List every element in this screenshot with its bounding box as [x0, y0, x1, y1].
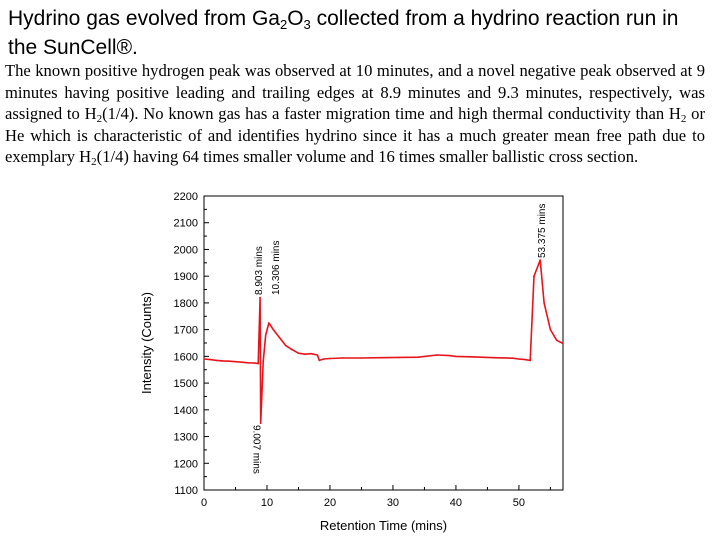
- body-subscript-1: 2: [96, 113, 103, 125]
- y-tick-label: 1800: [174, 298, 198, 310]
- data-point: [268, 322, 270, 324]
- data-point: [529, 359, 531, 362]
- data-point: [329, 357, 331, 360]
- x-tick-label: 10: [261, 497, 273, 509]
- data-point: [318, 359, 321, 362]
- y-axis-label: Intensity (Counts): [139, 292, 154, 394]
- chart-annotations: 8.903 mins 10.306 mins 9.007 mins 53.375 mi…: [251, 204, 548, 474]
- body-text-3: or He which is characteristic of and ide…: [5, 104, 705, 166]
- data-point: [247, 362, 249, 364]
- data-point: [539, 259, 541, 261]
- chart-plot-area: [203, 259, 564, 425]
- data-point: [259, 422, 262, 425]
- data-point: [234, 360, 237, 363]
- data-point: [228, 360, 230, 363]
- y-tick-label: 1600: [174, 351, 198, 363]
- data-point: [511, 357, 514, 360]
- y-tick-label: 1400: [174, 405, 198, 417]
- data-point: [518, 358, 520, 360]
- data-point: [322, 358, 325, 360]
- data-point: [262, 360, 265, 363]
- data-point: [285, 344, 287, 347]
- data-point: [533, 275, 535, 278]
- peak-label: 8.903 mins: [254, 246, 265, 295]
- data-point: [272, 328, 275, 331]
- data-point: [253, 362, 256, 364]
- data-point: [241, 361, 243, 364]
- data-point: [259, 296, 261, 299]
- x-tick-label: 30: [387, 497, 399, 509]
- title-text-2: O: [287, 7, 304, 30]
- x-tick-label: 0: [201, 497, 207, 509]
- data-point: [222, 360, 224, 362]
- data-point: [209, 358, 212, 361]
- title-text-1: Hydrino gas evolved from Ga: [8, 7, 280, 30]
- data-point: [492, 356, 495, 359]
- data-point: [524, 358, 526, 361]
- data-point: [455, 355, 457, 358]
- slide-title: Hydrino gas evolved from Ga2O3 collected…: [8, 4, 713, 62]
- y-tick-label: 2000: [174, 244, 198, 256]
- x-tick-label: 40: [450, 497, 462, 509]
- peak-label: 9.007 mins: [251, 425, 262, 474]
- data-point: [549, 328, 552, 331]
- data-point: [291, 348, 294, 351]
- title-subscript-2: 2: [279, 17, 288, 32]
- data-point: [398, 356, 401, 359]
- body-text-1: The known positive hydrogen peak was obs…: [5, 61, 705, 123]
- series-line: [203, 259, 564, 425]
- data-point: [310, 352, 312, 355]
- data-point: [264, 334, 267, 336]
- body-text-2: (1/4). No known gas has a faster migrati…: [102, 104, 681, 123]
- x-tick-label: 50: [513, 497, 525, 509]
- data-point: [555, 339, 558, 342]
- data-point: [297, 352, 300, 355]
- y-tick-label: 1500: [174, 378, 198, 390]
- data-point: [379, 356, 382, 359]
- title-subscript-3: 3: [303, 17, 311, 32]
- y-tick-label: 1700: [174, 325, 198, 337]
- data-point: [278, 336, 281, 339]
- data-point: [543, 302, 545, 304]
- body-text-4: (1/4) having 64 times smaller volume and…: [96, 147, 639, 166]
- data-point: [316, 354, 319, 356]
- data-point: [562, 342, 564, 345]
- x-axis-label: Retention Time (mins): [320, 518, 447, 533]
- peak-label: 53.375 mins: [537, 204, 548, 258]
- y-tick-label: 1300: [174, 432, 198, 444]
- data-point: [257, 362, 260, 365]
- x-tick-label: 20: [324, 497, 336, 509]
- chart-axes: 1100 1200 1300 1400 1500 1600 1700 1800 1900 2000…: [139, 191, 564, 533]
- data-point: [448, 354, 451, 357]
- data-point: [203, 358, 205, 360]
- y-tick-label: 1900: [174, 271, 198, 283]
- data-point: [304, 353, 306, 356]
- data-point: [436, 354, 438, 356]
- y-tick-label: 1200: [174, 458, 198, 470]
- peak-label: 10.306 mins: [271, 241, 282, 295]
- data-point: [474, 356, 476, 358]
- data-point: [360, 357, 363, 359]
- data-point: [215, 359, 218, 362]
- body-subscript-3: 2: [91, 156, 97, 168]
- data-point: [341, 357, 344, 359]
- y-tick-label: 2200: [174, 191, 198, 203]
- data-point: [417, 356, 419, 359]
- body-subscript-2: 2: [680, 113, 687, 125]
- y-tick-label: 1100: [174, 485, 198, 497]
- description-paragraph: The known positive hydrogen peak was obs…: [5, 60, 705, 168]
- y-tick-label: 2100: [174, 218, 198, 230]
- title-text-3: collected from a hydrino reaction run in…: [8, 7, 679, 59]
